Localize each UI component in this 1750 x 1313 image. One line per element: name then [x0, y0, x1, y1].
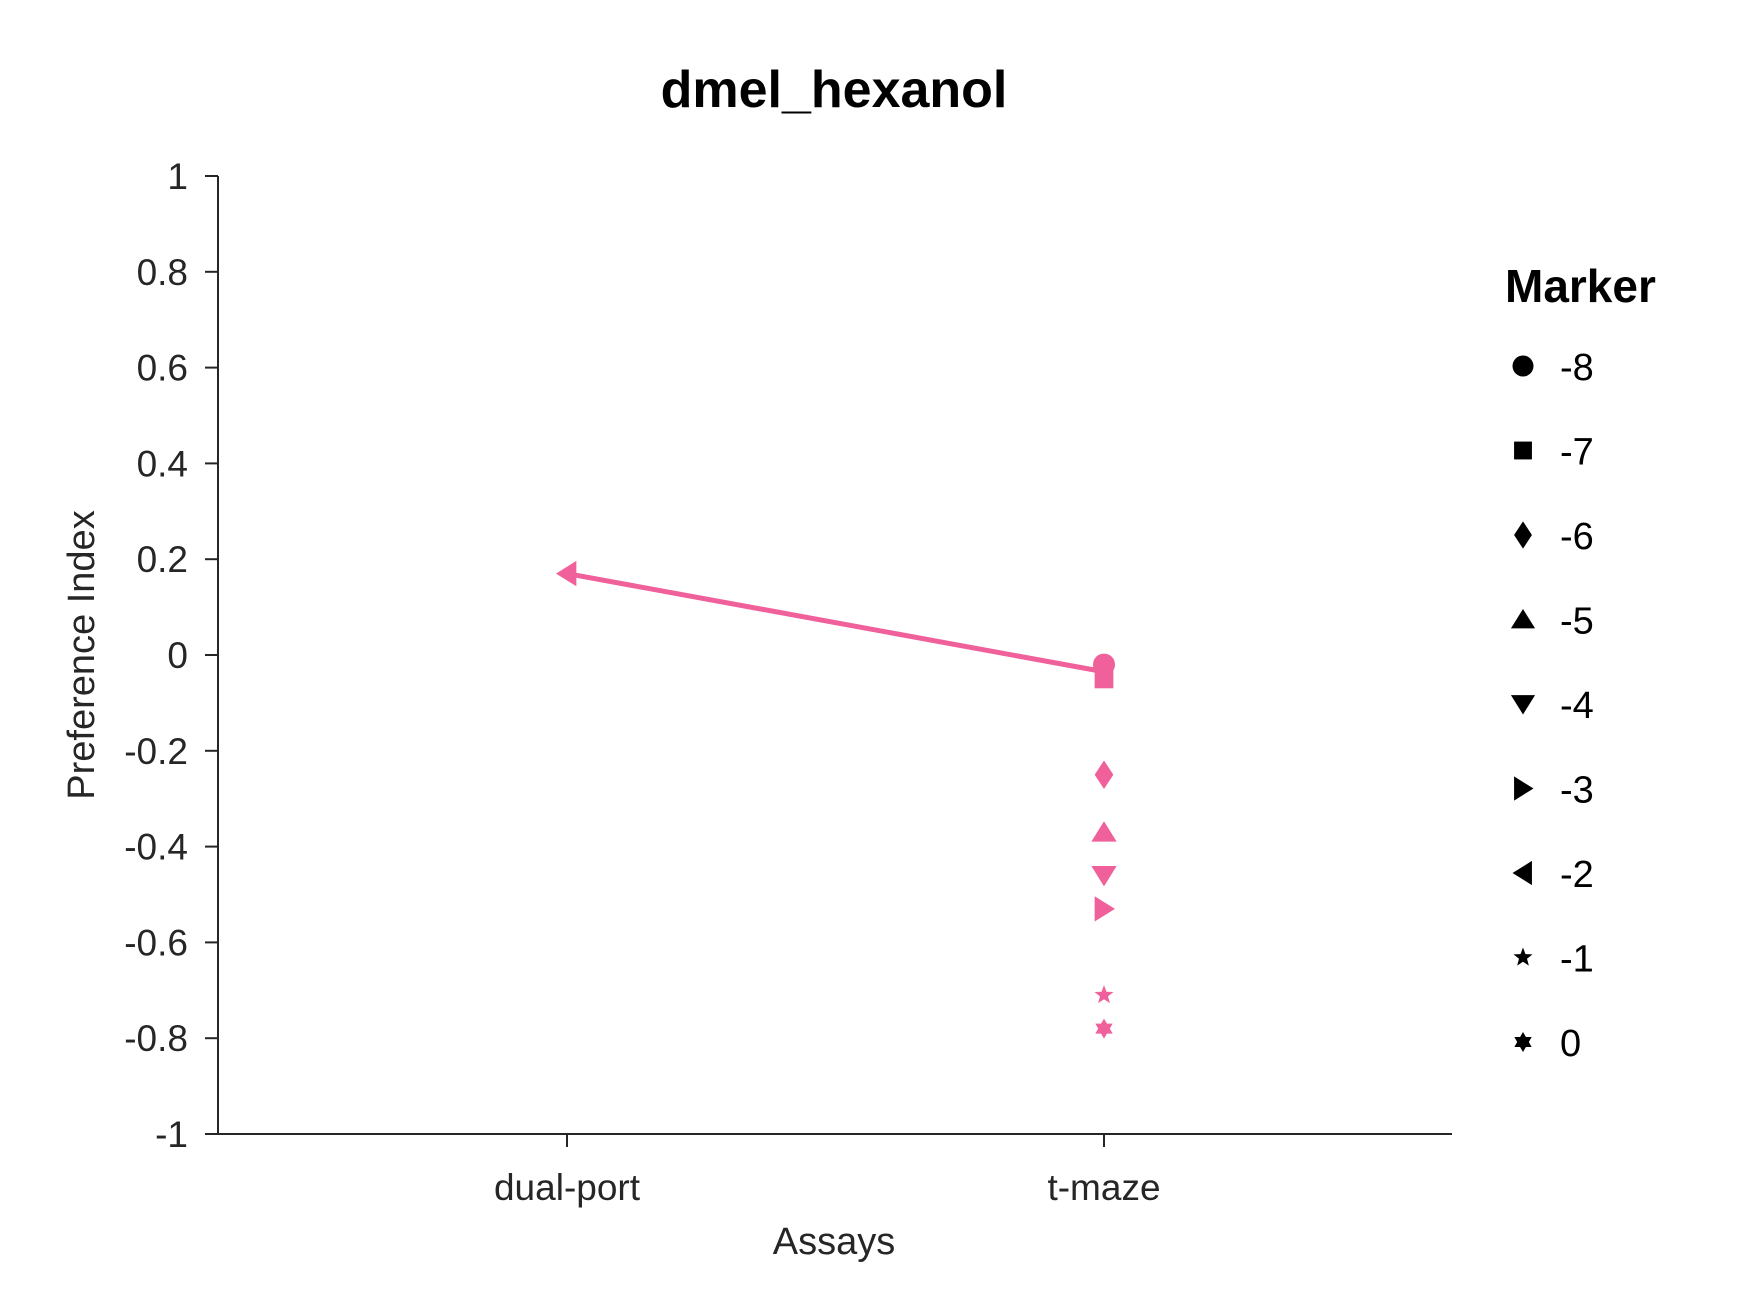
data-point-triangle-up [1091, 821, 1117, 842]
legend-label: -6 [1560, 516, 1594, 558]
tick-labels: 1 0.8 0.6 0.4 0.2 0 -0.2 -0.4 -0.6 -0.8 -1 dual-por… [124, 156, 1160, 1208]
legend-marker-triangle-right [1514, 776, 1534, 801]
data-point-diamond [1094, 760, 1114, 790]
data-point-triangle-left [556, 560, 577, 587]
legend-label: -3 [1560, 770, 1594, 812]
data-point-triangle-right [1094, 896, 1115, 922]
legend-label: -8 [1560, 347, 1594, 389]
y-tick-label: 0.6 [137, 348, 188, 389]
legend-label: -5 [1560, 601, 1594, 643]
y-tick-label: 0 [167, 635, 188, 676]
legend-marker-diamond [1514, 521, 1532, 549]
legend-title: Marker [1505, 260, 1656, 312]
y-tick-label: 0.4 [137, 443, 188, 484]
x-axis-label: Assays [773, 1221, 895, 1263]
y-tick-label: 0.2 [137, 539, 188, 580]
series-line [564, 571, 1107, 675]
data-point-triangle-down [1091, 865, 1117, 887]
legend-marker-circle [1512, 355, 1534, 377]
x-tick-label: t-maze [1047, 1167, 1160, 1208]
y-tick-label: -0.8 [124, 1018, 188, 1059]
legend-marker-triangle-left [1512, 860, 1532, 886]
data-point-square [1094, 669, 1114, 689]
x-tick-label: dual-port [494, 1167, 641, 1208]
legend: Marker -8 -7 -6 -5 -4 -3 -2 -1 0 [1505, 260, 1656, 1065]
legend-label: 0 [1560, 1023, 1581, 1065]
legend-label: -4 [1560, 685, 1594, 727]
data-point-hexagram [1095, 1018, 1113, 1039]
data-point-star [1094, 985, 1114, 1004]
legend-label: -2 [1560, 854, 1594, 896]
data-series [556, 560, 1117, 1039]
legend-marker-triangle-up [1510, 609, 1536, 629]
axes [205, 175, 1452, 1147]
y-tick-label: 1 [167, 156, 188, 197]
legend-marker-hexagram [1514, 1032, 1532, 1052]
legend-entries: -8 -7 -6 -5 -4 -3 -2 -1 0 [1510, 347, 1594, 1065]
legend-marker-star [1513, 947, 1533, 966]
legend-label: -7 [1560, 432, 1594, 474]
legend-marker-triangle-down [1510, 695, 1536, 715]
y-tick-label: -0.6 [124, 922, 188, 963]
legend-label: -1 [1560, 939, 1594, 981]
y-axis-label: Preference Index [61, 510, 103, 799]
y-tick-label: -0.2 [124, 731, 188, 772]
y-tick-label: -1 [155, 1114, 188, 1155]
y-tick-label: -0.4 [124, 827, 188, 868]
chart-title: dmel_hexanol [661, 61, 1008, 119]
legend-marker-square [1514, 441, 1532, 460]
y-tick-label: 0.8 [137, 252, 188, 293]
